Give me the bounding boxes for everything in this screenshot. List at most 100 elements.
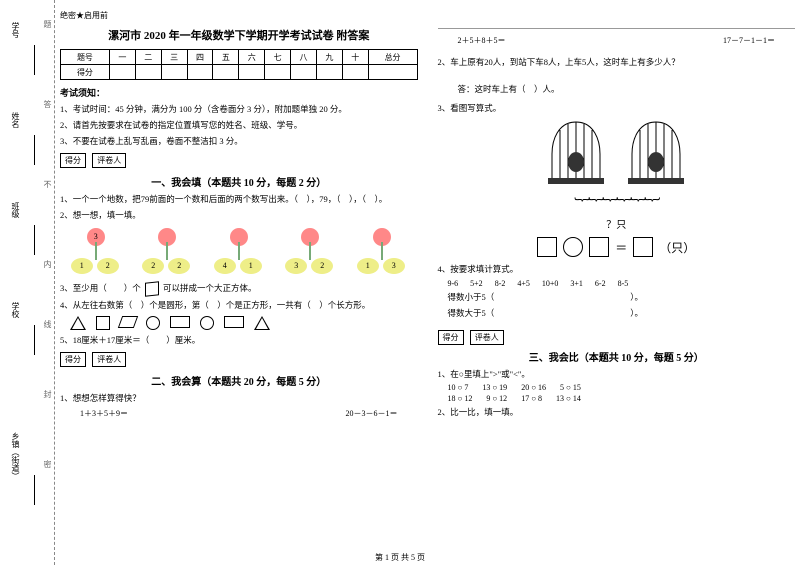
cage-icon (626, 120, 686, 190)
seal-hint: 答 (42, 100, 53, 114)
notice-head: 考试须知： (60, 86, 418, 99)
compare-row: 18 ○ 12 9 ○ 12 17 ○ 8 13 ○ 14 (448, 394, 796, 403)
rectangle-icon (224, 316, 244, 328)
secret-label: 绝密★启用前 (60, 10, 418, 21)
field-line (34, 325, 35, 355)
h: 十 (342, 50, 368, 65)
s2-q2: 2、车上原有20人，到站下车8人，上车5人，这时车上有多少人？ (438, 56, 796, 69)
notice: 3、不要在试卷上乱写乱画，卷面不整洁扣 3 分。 (60, 135, 418, 148)
field-line (34, 45, 35, 75)
calc-row: 1＋3＋5＋9＝ 20－3－6－1＝ (60, 408, 418, 419)
s1-q5: 5、18厘米＋17厘米＝（ ）厘米。 (60, 334, 418, 347)
circle-icon (200, 316, 214, 330)
flower-item: 22 (142, 228, 192, 276)
h: 九 (316, 50, 342, 65)
s2-q2-ans: 答：这时车上有（ ）人。 (458, 83, 796, 96)
notice: 2、请首先按要求在试卷的指定位置填写您的姓名、班级、学号。 (60, 119, 418, 132)
section3-title: 三、我会比（本题共 10 分，每题 5 分） (438, 349, 796, 364)
divider (438, 28, 796, 29)
s2-q1: 1、想想怎样算得快？ (60, 392, 418, 405)
field-town: 乡镇（街道） (8, 430, 23, 482)
seal-hint: 不 (42, 180, 53, 194)
cage-icon (546, 120, 606, 190)
blank-circle[interactable] (563, 237, 583, 257)
flower-row: 3 12 22 41 32 13 (60, 228, 418, 276)
brace-icon: ︸︸︸︸︸︸ (438, 192, 796, 216)
h: 六 (239, 50, 265, 65)
s1-q1: 1、一个一个地数，把79前面的一个数和后面的两个数写出来。（ ），79，（ ），… (60, 193, 418, 206)
page-footer: 第 1 页 共 5 页 (0, 552, 800, 563)
h: 三 (161, 50, 187, 65)
h: 题号 (61, 50, 110, 65)
seal-hint: 题 (42, 20, 53, 34)
field-id: 学号 (8, 20, 23, 40)
lt5: 得数小于5（ ）。 (438, 291, 796, 304)
seal-hint: 线 (42, 320, 53, 334)
page-content: 绝密★启用前 漯河市 2020 年一年级数学下学期开学考试试卷 附答案 题号 一… (60, 10, 795, 550)
flower-item: 41 (214, 228, 264, 276)
s1-q3: 3、至少用（ ）个 可以拼成一个大正方体。 (60, 282, 418, 296)
rectangle-icon (170, 316, 190, 328)
section1-title: 一、我会填（本题共 10 分，每题 2 分） (60, 174, 418, 189)
circle-icon (146, 316, 160, 330)
h: 八 (291, 50, 317, 65)
left-column: 绝密★启用前 漯河市 2020 年一年级数学下学期开学考试试卷 附答案 题号 一… (60, 10, 418, 550)
leaf: 2 (97, 258, 119, 274)
score-value-row: 得分 (61, 65, 418, 80)
s3-q1: 1、在○里填上">"或"<"。 (438, 368, 796, 381)
cages (438, 120, 796, 190)
expr: 17－7－1－1＝ (723, 35, 775, 46)
s1-q2: 2、想一想，填一填。 (60, 209, 418, 222)
h: 四 (187, 50, 213, 65)
expr: 20－3－6－1＝ (346, 408, 398, 419)
score-marker-box: 得分 评卷人 (60, 352, 418, 367)
s3-q2: 2、比一比，填一填。 (438, 406, 796, 419)
equation-shapes: ＝ （只） (438, 237, 796, 257)
question-mark: ？只 (438, 216, 796, 231)
leaf: 1 (71, 258, 93, 274)
expr: 1＋3＋5＋9＝ (80, 408, 128, 419)
field-line (34, 475, 35, 505)
seal-hint: 封 (42, 390, 53, 404)
binding-margin: 学号 姓名 班级 学校 乡镇（街道） 题 答 不 内 线 封 密 (0, 0, 55, 565)
blank-square[interactable] (633, 237, 653, 257)
h: 一 (109, 50, 135, 65)
parallelogram-icon (118, 316, 138, 328)
score-marker-box: 得分 评卷人 (438, 330, 796, 345)
triangle-icon (254, 316, 270, 330)
flower-item: 3 12 (71, 228, 121, 276)
calc-row: 2＋5＋8＋5＝ 17－7－1－1＝ (438, 35, 796, 46)
blank-square[interactable] (537, 237, 557, 257)
s2-q3: 3、看图写算式。 (438, 102, 796, 115)
compare-row: 10 ○ 7 13 ○ 19 20 ○ 16 5 ○ 15 (448, 383, 796, 392)
flower-item: 13 (357, 228, 407, 276)
expr: 2＋5＋8＋5＝ (458, 35, 506, 46)
eq-unit: （只） (659, 239, 695, 256)
triangle-icon (70, 316, 86, 330)
notice: 1、考试时间：45 分钟，满分为 100 分（含卷面分 3 分），附加题单独 2… (60, 103, 418, 116)
score-header-row: 题号 一 二 三 四 五 六 七 八 九 十 总分 (61, 50, 418, 65)
s1-q4: 4、从左往右数第（ ）个是圆形，第（ ）个是正方形，一共有（ ）个长方形。 (60, 299, 418, 312)
h: 二 (135, 50, 161, 65)
blank-square[interactable] (589, 237, 609, 257)
s2b-q4: 4、按要求填计算式。 (438, 263, 796, 276)
shape-row (70, 316, 408, 330)
flower-item: 32 (285, 228, 335, 276)
h: 总分 (368, 50, 417, 65)
gt5: 得数大于5（ ）。 (438, 307, 796, 320)
square-icon (96, 316, 110, 330)
h: 五 (213, 50, 239, 65)
section2-title: 二、我会算（本题共 20 分，每题 5 分） (60, 373, 418, 388)
right-column: 2＋5＋8＋5＝ 17－7－1－1＝ 2、车上原有20人，到站下车8人，上车5人… (438, 10, 796, 550)
h: 七 (265, 50, 291, 65)
field-class: 班级 (8, 200, 23, 220)
field-line (34, 135, 35, 165)
r: 得分 (61, 65, 110, 80)
expr-row: 9-6 5+2 8-2 4+5 10+0 3+1 6-2 8-5 (438, 279, 796, 288)
exam-title: 漯河市 2020 年一年级数学下学期开学考试试卷 附答案 (60, 27, 418, 43)
score-marker-box: 得分 评卷人 (60, 153, 418, 168)
field-school: 学校 (8, 300, 23, 320)
score-table: 题号 一 二 三 四 五 六 七 八 九 十 总分 得分 (60, 49, 418, 80)
field-line (34, 225, 35, 255)
marker-label: 评卷人 (92, 153, 126, 168)
